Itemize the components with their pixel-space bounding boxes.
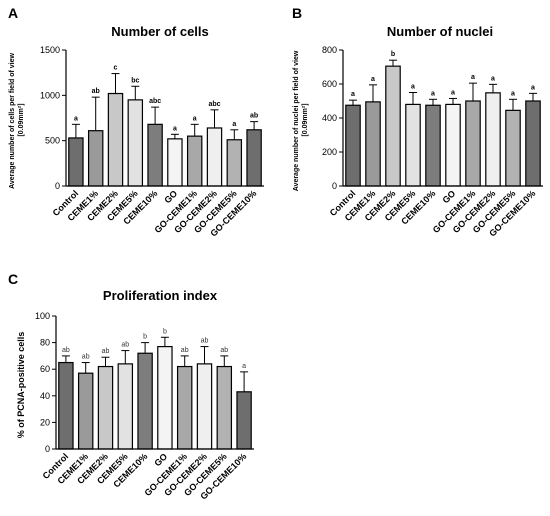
chart-title: Number of cells (111, 24, 209, 39)
y-axis-title: Average number of nuclei per field of vi… (293, 49, 309, 192)
y-tick-label: 80 (40, 338, 50, 348)
bar-ceme5pct (117, 363, 134, 450)
bar-ceme5pct (127, 99, 144, 187)
y-tick-label: 1500 (40, 45, 60, 55)
y-axis-title: % of PCNA-positive cells (16, 332, 26, 439)
y-tick-label: 600 (322, 79, 337, 89)
chart-panel-b: Number of nuclei Average number of nucle… (293, 24, 543, 239)
y-tick-label: 0 (45, 444, 50, 454)
chart-panel-c: Proliferation index % of PCNA-positive c… (16, 288, 254, 502)
significance-label: b (391, 51, 395, 58)
bar-ceme1pct (87, 130, 104, 187)
bar-go-ceme5pct (505, 109, 521, 187)
significance-label: a (351, 91, 355, 98)
bar-go-ceme2pct (206, 127, 223, 187)
y-axis-title-line2: [0.09mm²] (302, 103, 309, 136)
significance-label: c (114, 65, 118, 72)
bar-ceme2pct (107, 92, 124, 187)
panel-letter-c: C (8, 271, 18, 287)
bar-ceme10pct (147, 123, 163, 187)
bar-go-ceme2pct (485, 92, 501, 187)
significance-label: a (451, 89, 455, 96)
significance-label: a (371, 76, 375, 83)
significance-label: ab (121, 342, 129, 349)
significance-label: ab (82, 354, 90, 361)
chart-title: Proliferation index (103, 288, 218, 303)
significance-label: a (242, 363, 246, 370)
y-tick-label: 1000 (40, 90, 60, 100)
y-axis-title-line1: Average number of nuclei per field of vi… (293, 50, 300, 191)
y-tick-label: 100 (35, 311, 50, 321)
bar-go-ceme2pct (196, 363, 213, 450)
significance-label: a (471, 74, 475, 81)
y-tick-label: 800 (322, 45, 337, 55)
bar-go-ceme1pct (176, 365, 193, 450)
y-tick-label: 40 (40, 391, 50, 401)
significance-label: a (173, 125, 177, 132)
y-tick-label: 500 (45, 136, 60, 146)
significance-label: a (431, 90, 435, 97)
bar-control (345, 104, 361, 187)
bar-control (68, 137, 84, 187)
y-axis-title-line2: [0.09mm²] (18, 103, 25, 136)
panel-letter-b: B (292, 5, 302, 21)
significance-label: a (491, 75, 495, 82)
bar-go-ceme5pct (216, 365, 233, 450)
bar-go-ceme10pct (236, 391, 252, 450)
significance-label: ab (220, 347, 228, 354)
y-tick-label: 0 (332, 181, 337, 191)
y-axis-title: Average number of cells per field of vie… (9, 51, 25, 189)
y-tick-label: 400 (322, 113, 337, 123)
significance-label: ab (102, 348, 110, 355)
significance-label: ab (62, 347, 70, 354)
significance-label: a (531, 84, 535, 91)
panel-letter-a: A (8, 5, 18, 21)
y-tick-label: 20 (40, 417, 50, 427)
bar-ceme1pct (365, 101, 381, 187)
bar-go (157, 345, 173, 450)
chart-title: Number of nuclei (387, 24, 493, 39)
bar-go-ceme1pct (465, 100, 481, 187)
y-tick-label: 0 (55, 181, 60, 191)
significance-label: b (163, 328, 167, 335)
significance-label: abc (149, 98, 161, 105)
bar-go-ceme10pct (525, 100, 541, 187)
significance-label: ab (250, 113, 258, 120)
y-tick-label: 200 (322, 147, 337, 157)
significance-label: ab (181, 347, 189, 354)
significance-label: ab (201, 338, 209, 345)
y-tick-label: 60 (40, 364, 50, 374)
bar-ceme2pct (385, 65, 401, 187)
bar-ceme5pct (405, 103, 421, 187)
bar-ceme1pct (77, 372, 94, 450)
y-axis-title-line1: Average number of cells per field of vie… (9, 52, 16, 188)
bar-go-ceme10pct (246, 129, 262, 187)
bar-go-ceme1pct (186, 135, 203, 187)
bar-ceme10pct (137, 352, 153, 450)
significance-label: a (411, 84, 415, 91)
significance-label: abc (208, 101, 220, 108)
significance-label: a (232, 121, 236, 128)
bar-go (167, 138, 183, 187)
bar-go-ceme5pct (226, 139, 243, 187)
bar-ceme2pct (97, 365, 114, 450)
significance-label: ab (92, 88, 100, 95)
significance-label: a (74, 115, 78, 122)
chart-panel-a: Number of cells Average number of cells … (9, 24, 264, 239)
significance-label: bc (131, 77, 139, 84)
bar-ceme10pct (425, 104, 441, 187)
significance-label: a (511, 90, 515, 97)
significance-label: b (143, 334, 147, 341)
bar-go (445, 103, 461, 187)
significance-label: a (193, 115, 197, 122)
bar-control (58, 361, 74, 450)
